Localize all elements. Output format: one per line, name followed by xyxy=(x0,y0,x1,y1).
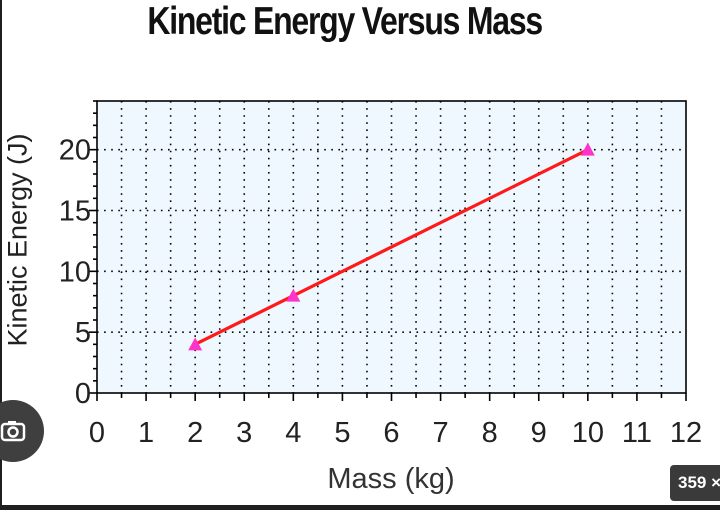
chart-title: Kinetic Energy Versus Mass xyxy=(147,0,543,43)
data-point-marker xyxy=(286,288,301,302)
y-tick-label: 10 xyxy=(59,256,91,288)
x-tick-label: 0 xyxy=(89,417,105,449)
x-tick-label: 7 xyxy=(433,417,449,449)
y-tick-label: 20 xyxy=(59,135,91,167)
x-axis-label: Mass (kg) xyxy=(327,463,455,495)
camera-search-icon xyxy=(0,421,26,442)
window-edge xyxy=(0,0,2,510)
x-tick-label: 8 xyxy=(482,417,498,449)
y-tick-label: 0 xyxy=(75,378,91,410)
x-tick-label: 2 xyxy=(187,417,203,449)
bottom-bar xyxy=(0,505,720,510)
x-tick-label: 9 xyxy=(531,417,547,449)
x-tick-label: 3 xyxy=(236,417,252,449)
image-size-badge: 359 × xyxy=(670,465,720,501)
x-tick-label: 1 xyxy=(138,417,154,449)
data-point-marker xyxy=(188,337,203,351)
x-tick-label: 5 xyxy=(334,417,350,449)
y-tick-label: 15 xyxy=(59,196,91,228)
x-tick-label: 12 xyxy=(670,417,702,449)
x-tick-label: 10 xyxy=(572,417,604,449)
y-tick-label: 5 xyxy=(75,317,91,349)
x-tick-label: 11 xyxy=(622,417,652,449)
x-tick-label: 4 xyxy=(285,417,301,449)
x-tick-label: 6 xyxy=(383,417,399,449)
data-point-marker xyxy=(580,142,595,156)
